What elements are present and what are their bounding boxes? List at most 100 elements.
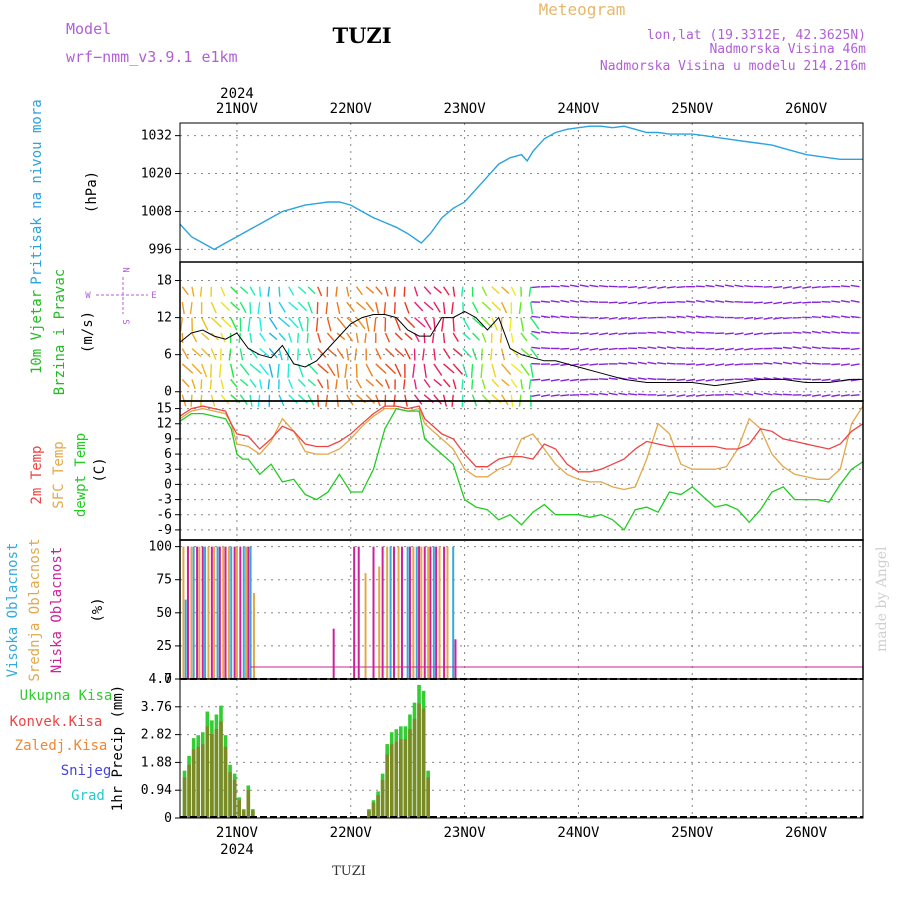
top-date-axis: 21NOV 22NOV 23NOV 24NOV 25NOV 26NOV [216,101,828,117]
wind-arrow [637,301,647,305]
model-label: Model [66,20,111,38]
wind-arrow [773,301,783,305]
bottom-date-label: 26NOV [785,825,828,841]
y-tick-label: 6 [164,447,172,462]
convective-rain-bar [426,777,430,818]
pressure-series-line [179,125,863,251]
convective-rain-bar [371,802,376,818]
wind-arrow [569,299,580,303]
wind-arrow [530,348,539,359]
wind-arrow [355,332,359,344]
wind-arrow [647,301,657,305]
convective-rain-bar [394,741,399,818]
model-name: wrf−nmm_v3.9.1 e1km [66,48,238,66]
wind-arrow [773,361,783,365]
wind-arrow [744,347,754,351]
wind-arrow [259,347,270,357]
wind-arrow [433,394,442,405]
wind-arrow [705,284,715,288]
wind-arrow [365,378,375,387]
wind-arrow [433,363,443,376]
wind-arrow [394,317,401,331]
wind-arrow [831,300,841,303]
wind-arrow [249,302,252,315]
wind-arrow [191,363,203,375]
wind-arrow [647,377,657,381]
wind-arrow [267,379,271,390]
wind-arrow [657,331,667,334]
wind-arrow [705,299,715,303]
compass-north: N [120,267,130,272]
y-tick-label: 12 [156,417,172,432]
wind-arrow [472,332,481,341]
wind-arrow [365,363,374,377]
convective-rain-bar [214,728,219,818]
wind-arrow [413,286,419,297]
wind-arrow [181,348,189,360]
wind-arrow [560,394,570,397]
wind-arrow [608,301,618,304]
wind-arrow [782,346,792,350]
y-tick-label: 25 [156,639,172,654]
wind-arrow [637,377,647,381]
y-tick-label: 15 [156,402,172,417]
wind-arrow [831,394,841,398]
compass-south: S [120,319,130,324]
wind-arrow [724,347,734,351]
wind-arrow [531,378,541,381]
wind-arrow [734,347,744,351]
wind-arrow [531,330,541,334]
wind-arrow [481,286,488,297]
wind-arrow [599,392,609,396]
wind-arrow [346,394,354,406]
wind-arrow [540,347,551,350]
wind-arrow [802,346,812,350]
wind-arrow [326,363,336,377]
wind-arrow [637,346,647,350]
y-tick-label: 0 [164,811,172,826]
wind-arrow [297,286,307,294]
wind-arrow [811,394,821,397]
wind-arrow [531,394,541,398]
wind-arrow [481,317,493,328]
wind-arrow [715,284,725,288]
wind-arrow [686,378,696,382]
bottom-date-label: 21NOV [216,825,259,841]
wind-arrow [501,286,510,295]
sfc-temp-line [179,405,864,491]
wind-arrow [540,300,551,303]
wind-arrow [500,301,508,314]
wind-arrow [560,299,570,303]
wind-arrow [344,363,348,378]
wind-arrow [637,361,647,365]
wind-arrow [695,285,705,288]
wind-arrow [520,347,531,357]
wind-arrow [181,378,190,388]
wind-arrow [530,332,539,341]
wind-arrow [569,284,580,288]
pressure-unit: (hPa) [84,171,100,213]
wind-arrow [335,379,338,390]
wind-grid [180,262,863,401]
wind-arrow [336,302,341,315]
wind-arrow [715,299,725,303]
wind-arrow [734,393,744,396]
convective-rain-bar [251,810,255,818]
y-tick-label: 3 [164,462,172,477]
legend-freezing-rain: Zaledj.Kisa [15,738,108,754]
top-year: 2024 [220,86,254,102]
wind-arrow [792,361,802,365]
wind-arrow [802,362,812,365]
precip-grid [180,678,863,819]
cloud-label-mid: Srednja Oblacnost [27,538,43,681]
wind-arrow [802,331,812,334]
wind-arrow [346,301,355,313]
wind-arrow [189,302,193,315]
wind-arrow [734,332,744,336]
wind-arrow [200,379,203,390]
wind-arrow [181,363,194,374]
wind-arrow [325,302,329,315]
wind-arrow [686,347,696,350]
wind-arrow [443,363,455,374]
